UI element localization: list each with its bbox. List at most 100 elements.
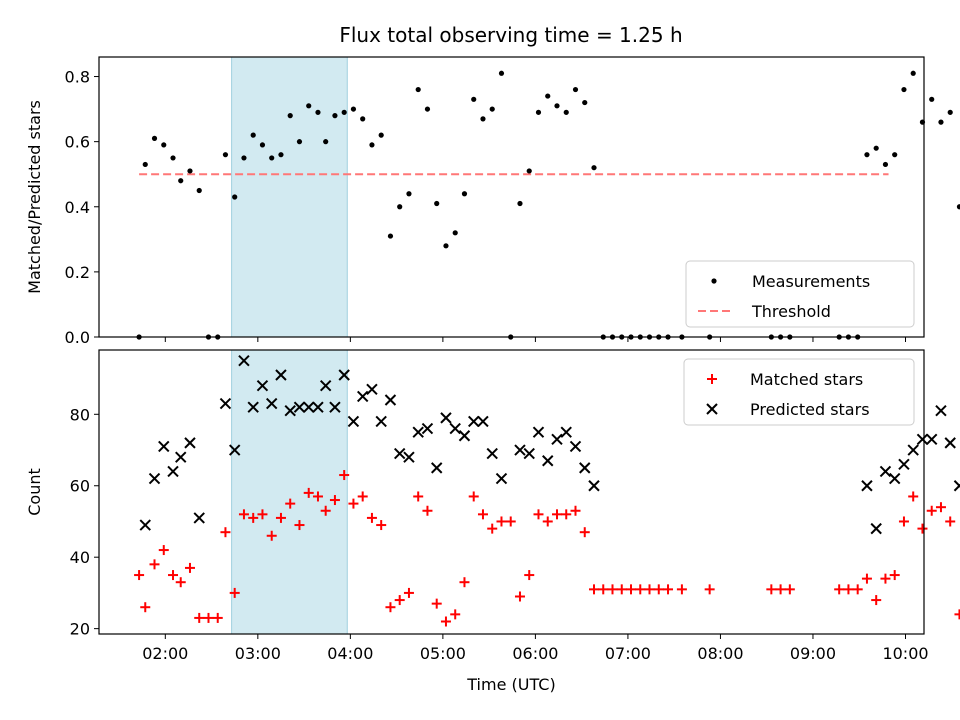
measurement-point [406, 191, 412, 197]
matched-star-point [861, 573, 872, 584]
y-tick-label: 0.6 [65, 133, 90, 152]
x-tick-label: 05:00 [420, 644, 466, 663]
predicted-star-point [861, 480, 873, 492]
x-b [148, 472, 161, 485]
matched-star-point [220, 527, 231, 538]
predicted-star-point [403, 451, 415, 463]
y-tick-label: 0.0 [65, 328, 90, 347]
matched-star-point [561, 509, 572, 520]
y-tick-label: 0.8 [65, 68, 90, 87]
predicted-star-point [139, 519, 151, 531]
matched-star-point [653, 584, 664, 595]
predicted-star-point [935, 405, 947, 417]
x-b [384, 394, 397, 406]
matched-star-point [579, 527, 590, 538]
y-tick-label: 20 [70, 620, 90, 639]
predicted-star-point [256, 380, 269, 392]
chart-title: Flux total observing time = 1.25 h [339, 23, 682, 47]
predicted-star-point [523, 447, 535, 460]
predicted-star-point [944, 437, 956, 449]
x-b [167, 465, 179, 478]
measurement-point [498, 70, 505, 76]
matched-star-point [168, 570, 179, 581]
axes-frame [98, 56, 925, 338]
measurement-point [397, 204, 403, 210]
matched-star-point [908, 491, 919, 502]
predicted-star-point [458, 430, 471, 442]
matched-star-point [385, 602, 396, 613]
legend-label: Matched stars [750, 370, 863, 389]
legend-label: Predicted stars [750, 400, 870, 419]
predicted-star-point [293, 401, 306, 413]
y-tick-label: 80 [70, 405, 90, 424]
measurement-point [259, 142, 266, 148]
x-b [319, 380, 332, 392]
top-panel: 0.0 0.2 0.4 0.6 0.8 Matched/Predicted stars Me… [25, 56, 960, 347]
x-b [193, 512, 205, 524]
measurement-point [882, 161, 889, 168]
predicted-star-point [495, 472, 508, 485]
measurement-point [387, 233, 394, 239]
measurement-point [232, 194, 238, 200]
measurement-point [178, 178, 184, 184]
matched-star-point [598, 584, 609, 595]
measurement-point [170, 155, 176, 161]
matched-star-point [266, 530, 277, 541]
predicted-star-point [514, 444, 526, 456]
matched-star-point [880, 573, 891, 584]
measurement-point [250, 132, 256, 138]
x-b [440, 412, 452, 424]
predicted-star-point [579, 462, 591, 474]
measurement-point [873, 145, 879, 151]
measurement-point [323, 139, 329, 145]
measurement-point [369, 142, 375, 148]
x-b [266, 397, 278, 410]
predicted-star-point [284, 405, 296, 417]
x-tick-label: 03:00 [235, 644, 281, 663]
predicted-star-point [953, 480, 960, 492]
matched-star-point [514, 591, 525, 602]
matched-star-point [394, 595, 405, 606]
x-b [477, 415, 489, 428]
x-b [588, 480, 600, 492]
measurement-point [563, 109, 569, 115]
x-b [366, 383, 378, 396]
predicted-star-point [384, 394, 397, 406]
predicted-star-point [449, 422, 461, 435]
measurement-point [151, 135, 158, 141]
predicted-star-point [477, 415, 489, 428]
matched-star-point [644, 584, 655, 595]
matched-star-point [852, 584, 863, 595]
measurement-point [315, 109, 321, 115]
x-b [449, 422, 461, 435]
x-b [393, 447, 406, 460]
predicted-star-point [898, 458, 910, 471]
x-tick-label: 09:00 [790, 644, 836, 663]
measurement-point [187, 168, 193, 174]
matched-star-point [294, 520, 305, 531]
x-tick-label: 04:00 [327, 644, 373, 663]
measurement-point [938, 119, 944, 125]
observing-window-span [231, 56, 348, 338]
measurement-point [142, 161, 148, 168]
matched-star-point [468, 491, 479, 502]
matched-star-point [533, 509, 544, 520]
x-b [431, 462, 443, 474]
x-b [375, 415, 387, 428]
x-b [347, 415, 360, 428]
predicted-star-point [175, 451, 187, 463]
measurement-point [452, 230, 458, 236]
matched-star-point [542, 516, 553, 527]
matched-star-point [635, 584, 646, 595]
predicted-star-point [926, 433, 938, 446]
measurement-point [296, 139, 303, 145]
matched-star-point [275, 512, 286, 523]
legend-label: Threshold [751, 302, 831, 321]
observing-window-span [231, 349, 348, 635]
predicted-star-point [319, 380, 332, 392]
predicted-star-point [440, 412, 452, 424]
predicted-star-point [238, 355, 250, 367]
predicted-star-point [542, 455, 554, 467]
x-b [551, 433, 563, 446]
x-b [486, 447, 498, 460]
